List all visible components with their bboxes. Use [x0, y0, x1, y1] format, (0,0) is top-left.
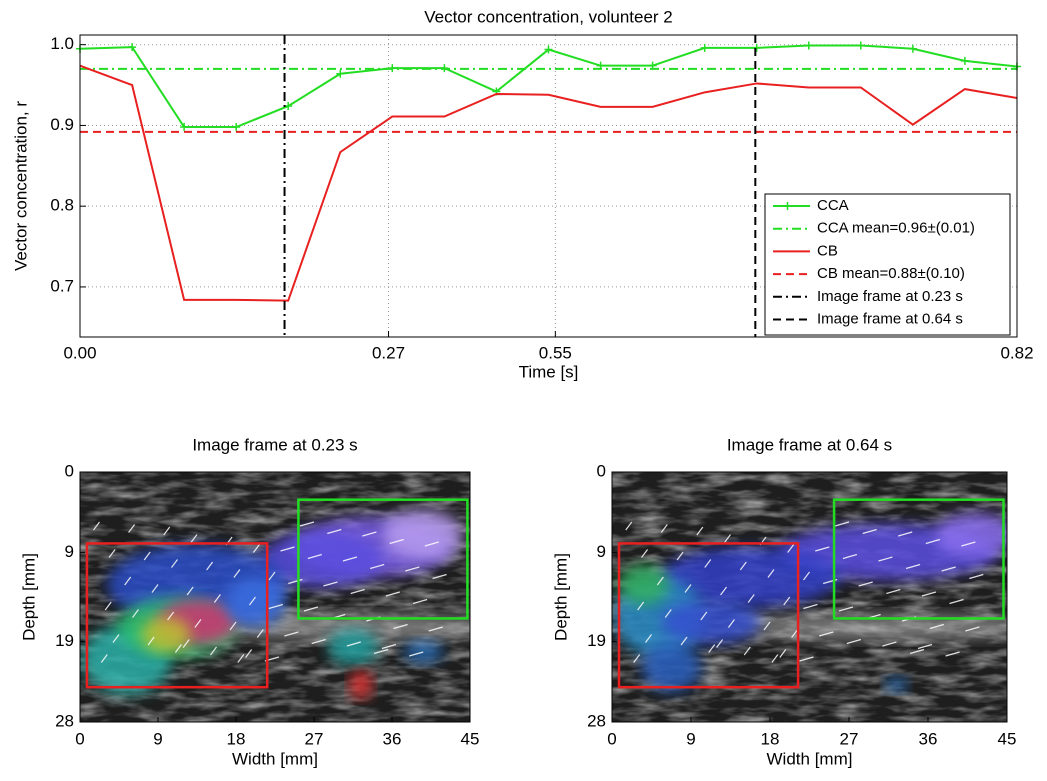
- y-tick-label: 0.7: [50, 276, 74, 295]
- flow-blob: [661, 600, 761, 644]
- ultrasound-image: [80, 472, 513, 722]
- y-tick-label: 28: [587, 711, 606, 730]
- flow-blob: [328, 629, 378, 665]
- x-tick-label: 0.00: [63, 343, 96, 362]
- x-tick-label: 0.27: [372, 343, 405, 362]
- y-tick-label: 19: [587, 631, 606, 650]
- y-tick-label: 0.9: [50, 115, 74, 134]
- x-axis-label: Width [mm]: [232, 749, 318, 768]
- legend-label: CB: [817, 242, 838, 259]
- flow-blob: [641, 642, 701, 692]
- flow-blob: [619, 565, 669, 605]
- flow-blob: [349, 670, 373, 700]
- panel-title: Image frame at 0.64 s: [727, 435, 892, 454]
- y-tick-label: 9: [597, 542, 606, 561]
- x-tick-label: 27: [840, 729, 859, 748]
- chart-title: Vector concentration, volunteer 2: [424, 7, 673, 26]
- y-tick-label: 0: [597, 461, 606, 480]
- y-tick-label: 0: [65, 461, 74, 480]
- legend-label: Image frame at 0.64 s: [817, 310, 963, 327]
- flow-blob: [884, 677, 908, 693]
- x-tick-label: 27: [305, 729, 324, 748]
- x-tick-label: 36: [919, 729, 938, 748]
- legend-label: Image frame at 0.23 s: [817, 288, 963, 305]
- y-tick-label: 28: [55, 711, 74, 730]
- x-tick-label: 0: [75, 729, 84, 748]
- legend-label: CCA: [817, 197, 849, 214]
- x-tick-label: 9: [686, 729, 695, 748]
- y-tick-label: 1.0: [50, 34, 74, 53]
- x-tick-label: 45: [998, 729, 1017, 748]
- panel-title: Image frame at 0.23 s: [192, 435, 357, 454]
- y-tick-label: 9: [65, 542, 74, 561]
- x-tick-label: 45: [461, 729, 480, 748]
- x-tick-label: 18: [227, 729, 246, 748]
- y-tick-label: 0.8: [50, 196, 74, 215]
- ultrasound-image: [612, 472, 1047, 722]
- x-tick-label: 0.55: [539, 343, 572, 362]
- legend-label: CCA mean=0.96±(0.01): [817, 220, 975, 237]
- y-axis-label: Depth [mm]: [19, 553, 38, 641]
- x-tick-label: 9: [153, 729, 162, 748]
- x-tick-label: 0.82: [1000, 343, 1033, 362]
- y-axis-label: Depth [mm]: [551, 553, 570, 641]
- flow-blob: [383, 510, 463, 560]
- y-axis-label: Vector concentration, r: [11, 101, 30, 271]
- flow-blob: [226, 577, 286, 627]
- y-tick-label: 19: [55, 631, 74, 650]
- x-tick-label: 18: [761, 729, 780, 748]
- legend-label: CB mean=0.88±(0.10): [817, 265, 965, 282]
- x-tick-label: 0: [607, 729, 616, 748]
- x-axis-label: Width [mm]: [767, 749, 853, 768]
- x-axis-label: Time [s]: [519, 362, 579, 381]
- x-tick-label: 36: [383, 729, 402, 748]
